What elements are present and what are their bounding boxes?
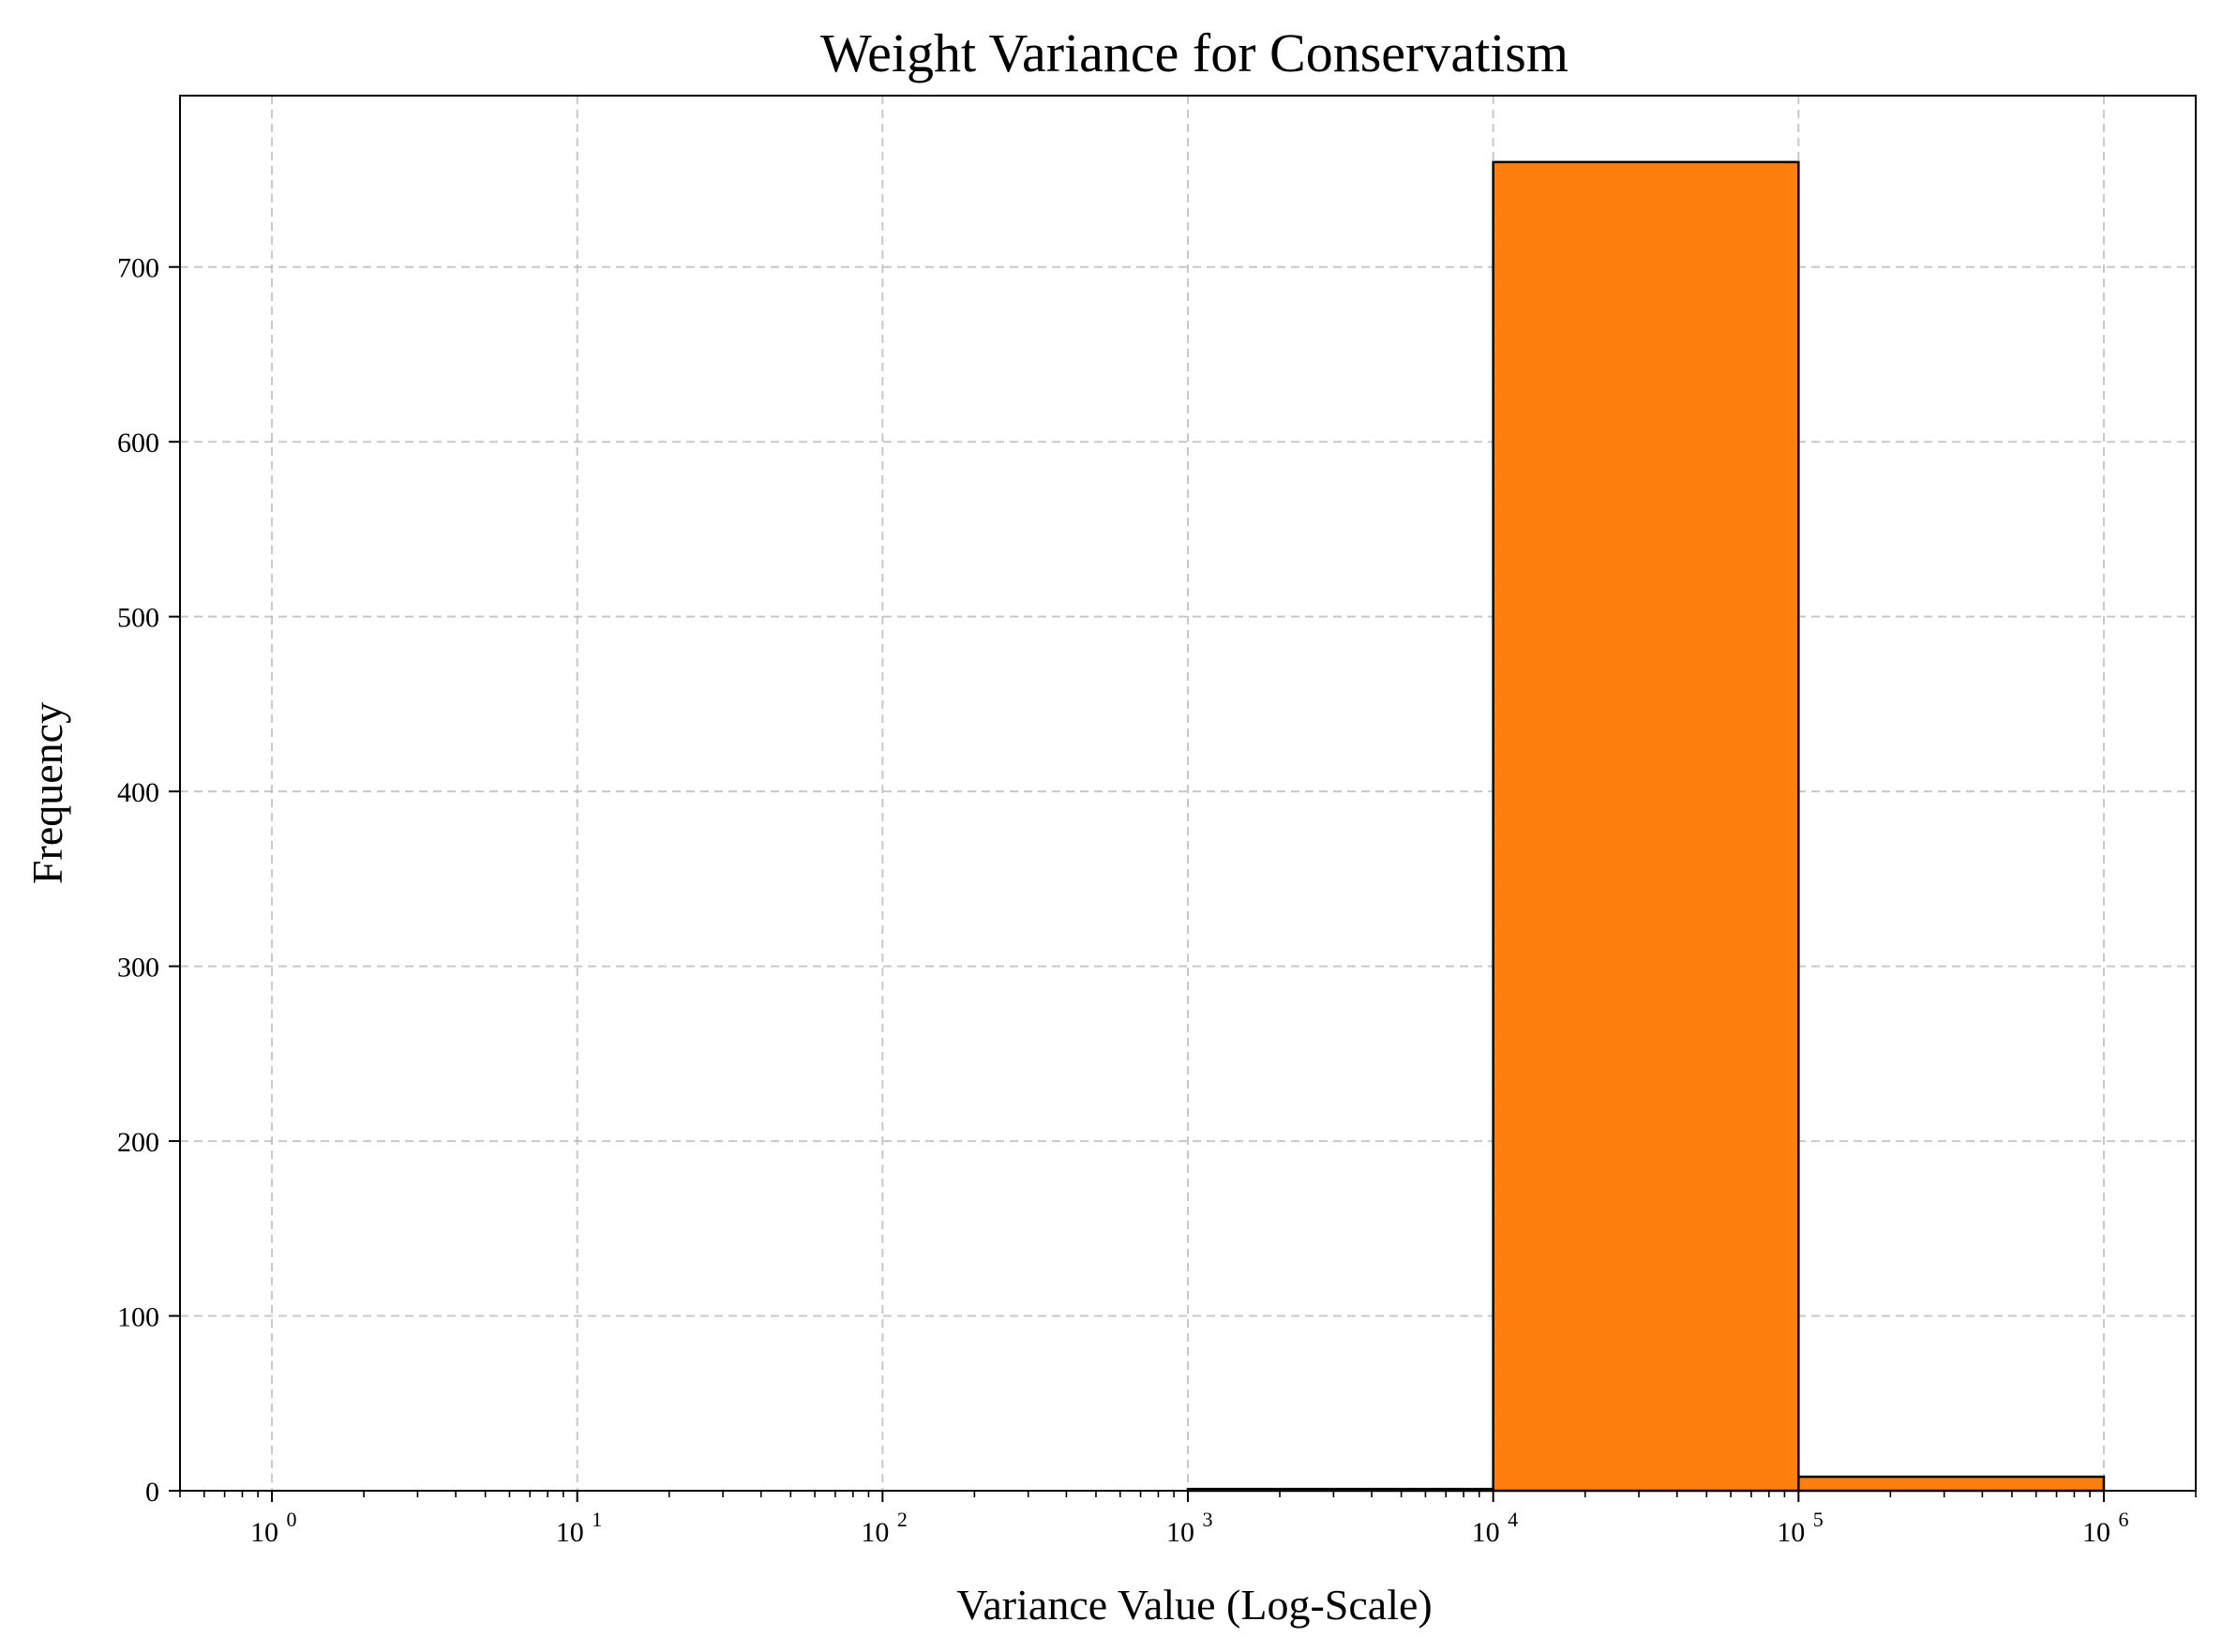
x-tick-label: 10 xyxy=(250,1517,278,1548)
y-tick-label: 0 xyxy=(145,1477,159,1508)
x-tick-label: 10 xyxy=(1166,1517,1194,1548)
axis-ticks: 10 0 10 1 10 2 10 3 10 4 10 5 10 60100200300400500600… xyxy=(117,253,2128,1548)
x-axis-label: Variance Value (Log-Scale) xyxy=(956,1581,1432,1629)
y-tick-label: 200 xyxy=(117,1127,159,1158)
grid-lines xyxy=(180,96,2196,1492)
x-tick-exponent: 2 xyxy=(897,1508,908,1531)
y-tick-label: 700 xyxy=(117,253,159,284)
minor-ticks xyxy=(179,1491,2197,1497)
chart-title: Weight Variance for Conservatism xyxy=(820,23,1569,83)
x-tick-exponent: 3 xyxy=(1203,1508,1213,1531)
x-tick-label: 10 xyxy=(861,1517,889,1548)
y-tick-label: 400 xyxy=(117,777,159,808)
y-tick-label: 500 xyxy=(117,603,159,634)
y-axis-label: Frequency xyxy=(23,702,71,884)
x-tick-label: 10 xyxy=(1777,1517,1805,1548)
x-tick-exponent: 5 xyxy=(1813,1508,1824,1531)
x-tick-label: 10 xyxy=(2082,1517,2110,1548)
y-tick-label: 100 xyxy=(117,1302,159,1333)
x-tick-exponent: 1 xyxy=(592,1508,602,1531)
x-tick-label: 10 xyxy=(1472,1517,1500,1548)
histogram-bars xyxy=(1186,160,2106,1493)
y-tick-label: 600 xyxy=(117,428,159,458)
x-tick-exponent: 4 xyxy=(1508,1508,1518,1531)
x-tick-exponent: 0 xyxy=(287,1508,297,1531)
histogram-bar xyxy=(1797,1475,2106,1493)
plot-frame xyxy=(179,95,2197,1492)
x-tick-exponent: 6 xyxy=(2118,1508,2128,1531)
x-tick-label: 10 xyxy=(556,1517,584,1548)
y-tick-label: 300 xyxy=(117,953,159,984)
histogram-bar xyxy=(1492,160,1800,1493)
